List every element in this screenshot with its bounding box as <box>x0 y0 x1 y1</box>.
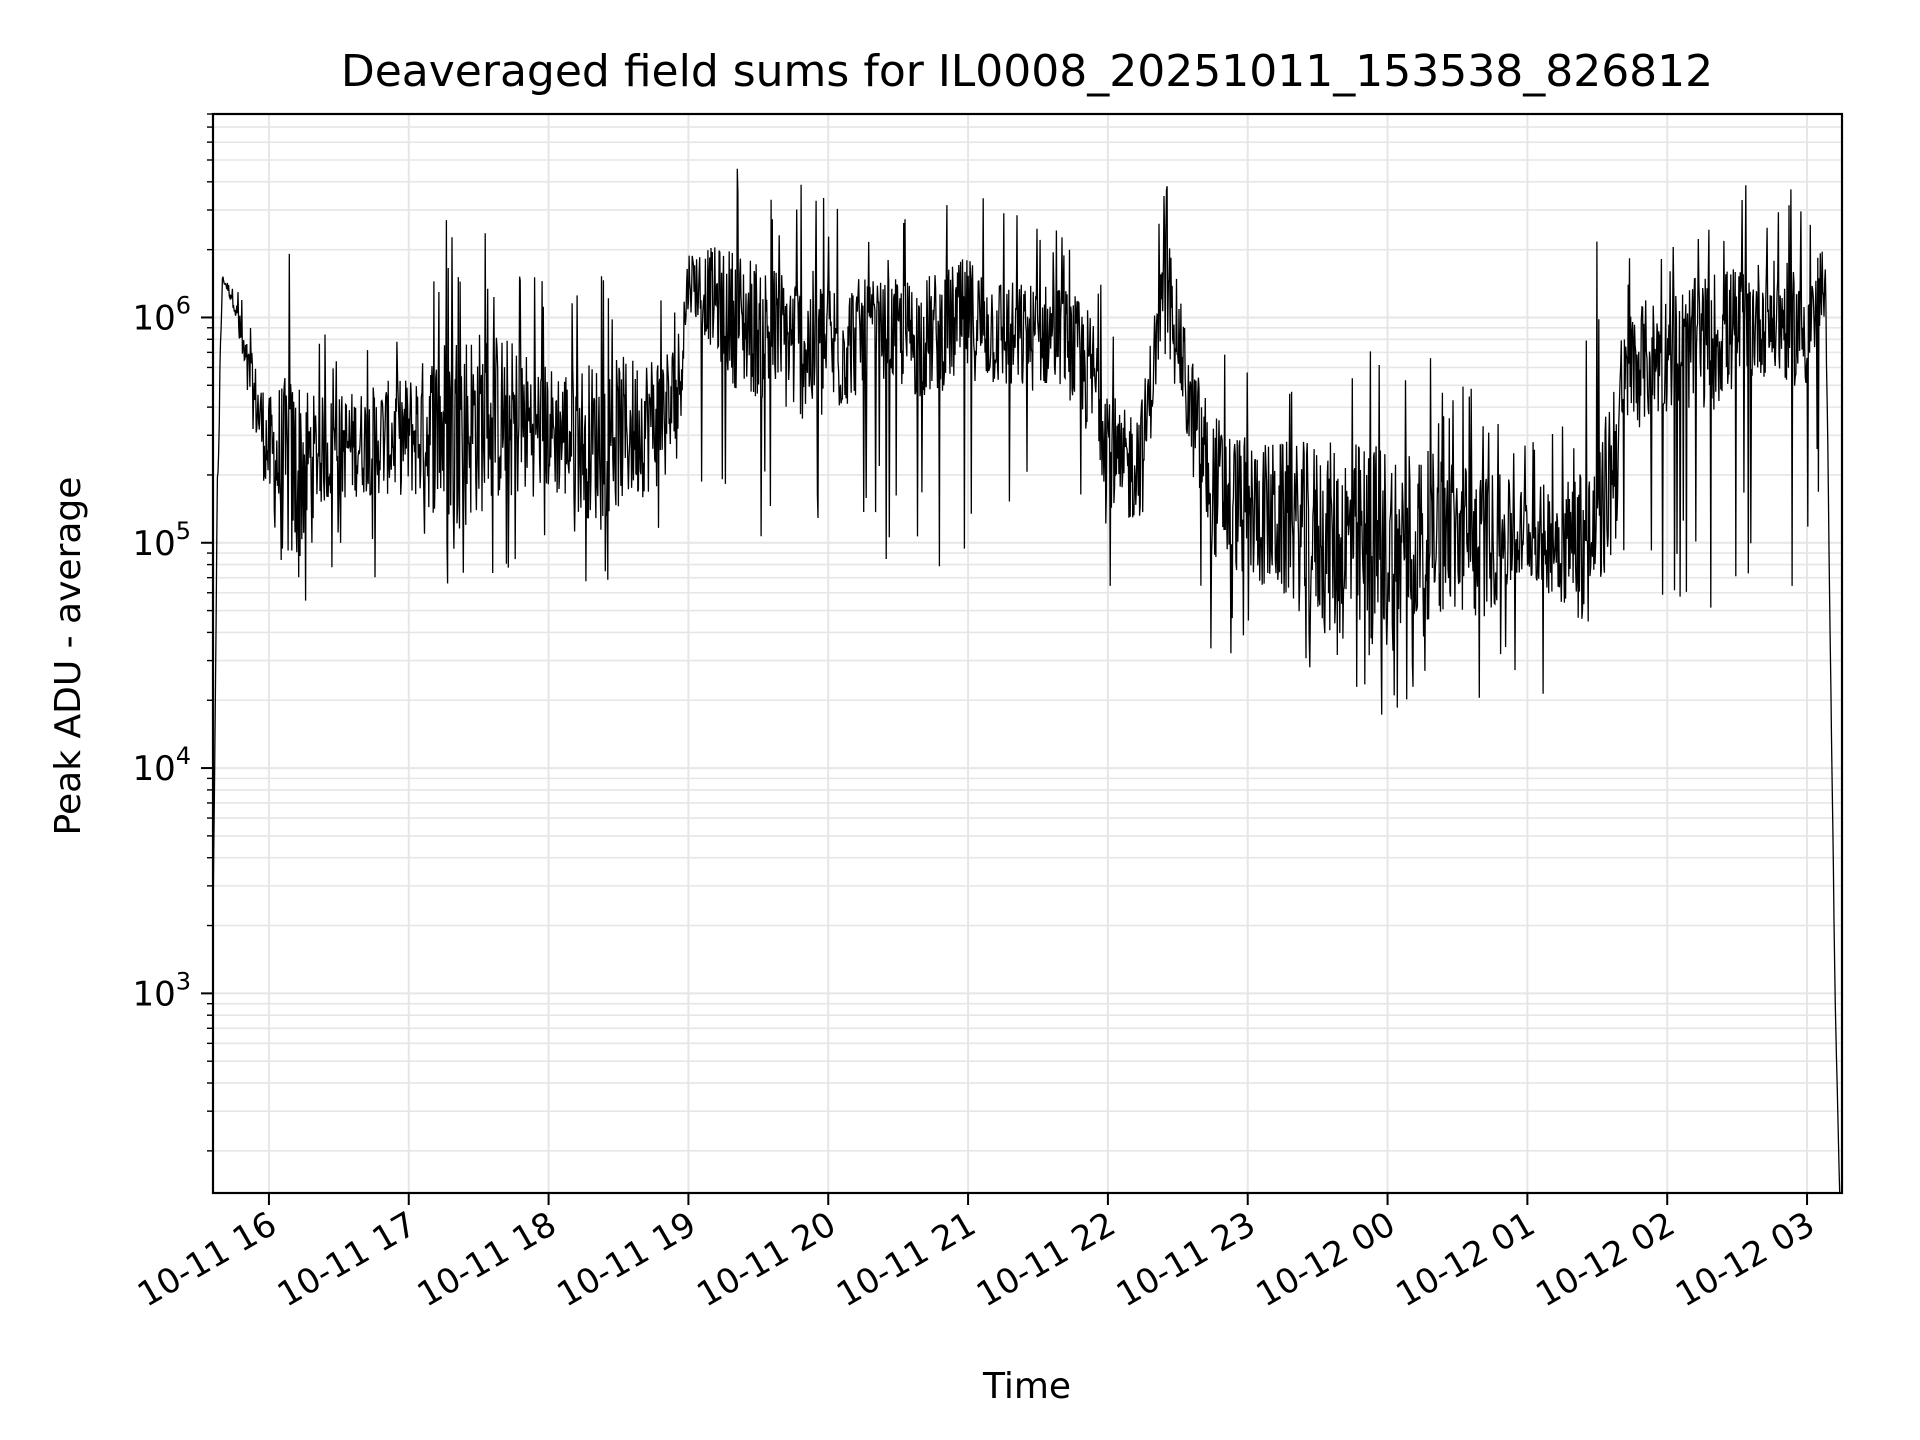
y-tick-label: 103 <box>132 967 191 1014</box>
series-line <box>212 168 1841 1194</box>
x-tick-label: 10-11 20 <box>690 1204 842 1315</box>
y-tick-label: 106 <box>132 291 191 338</box>
grid-layer <box>213 113 1842 1193</box>
y-tick-label: 104 <box>132 742 191 789</box>
plot-frame <box>211 112 1844 1195</box>
y-axis-title: Peak ADU - average <box>48 477 89 836</box>
x-tick-label: 10-11 21 <box>830 1204 982 1315</box>
y-tick-label: 105 <box>132 517 191 564</box>
x-tick-label: 10-12 01 <box>1389 1204 1541 1315</box>
x-tick-label: 10-11 22 <box>970 1204 1122 1315</box>
x-tick-label: 10-11 18 <box>411 1204 563 1315</box>
x-tick-label: 10-11 23 <box>1110 1204 1262 1315</box>
x-tick-label: 10-11 16 <box>131 1204 283 1315</box>
x-tick-label: 10-12 02 <box>1529 1204 1681 1315</box>
x-axis-title: Time <box>982 1366 1071 1407</box>
x-tick-label: 10-12 03 <box>1669 1204 1821 1315</box>
x-tick-label: 10-11 19 <box>551 1204 703 1315</box>
series-layer <box>212 168 1841 1194</box>
chart-title: Deaveraged field sums for IL0008_2025101… <box>341 46 1713 97</box>
x-tick-label: 10-12 00 <box>1250 1204 1402 1315</box>
x-tick-label: 10-11 17 <box>271 1204 423 1315</box>
